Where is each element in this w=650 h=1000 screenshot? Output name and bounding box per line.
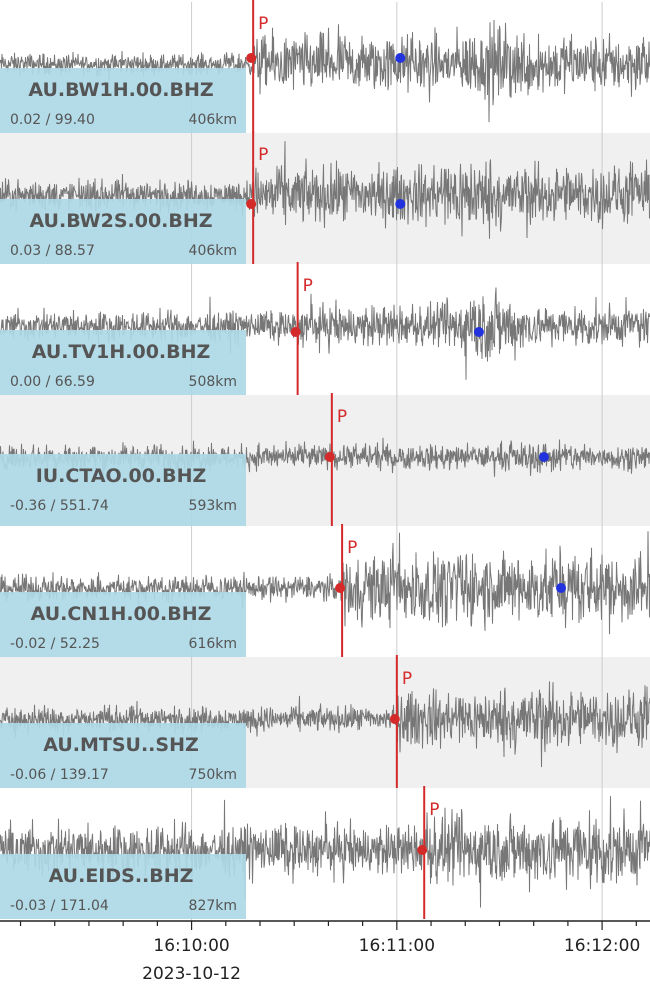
p-pick-dot (417, 845, 428, 855)
amplitude-range: 0.00 / 66.59 (10, 374, 95, 390)
waveform-trace (0, 681, 650, 768)
p-pick-label: P (303, 276, 313, 296)
amplitude-range: 0.03 / 88.57 (10, 243, 95, 259)
x-tick-label: 16:10:00 (153, 936, 229, 956)
p-pick-dot (246, 199, 257, 209)
secondary-marker-dot (395, 199, 406, 209)
station-label-box (0, 454, 246, 526)
station-name: AU.EIDS..BHZ (49, 865, 194, 887)
station-name: AU.MTSU..SHZ (43, 734, 199, 756)
p-pick-label: P (258, 145, 268, 165)
waveform-trace (0, 531, 650, 635)
p-pick-label: P (337, 407, 347, 427)
time-axis: 16:10:00 16:11:00 16:12:00 2023-10-12 (0, 920, 650, 984)
station-distance: 593km (189, 498, 237, 514)
amplitude-range: -0.02 / 52.25 (10, 636, 100, 652)
p-pick-dot (389, 714, 400, 724)
station-name: IU.CTAO.00.BHZ (36, 465, 207, 487)
station-distance: 406km (189, 112, 237, 128)
secondary-marker-dot (395, 53, 406, 63)
date-label: 2023-10-12 (142, 964, 241, 984)
p-pick-dot (290, 327, 301, 337)
station-label-box (0, 592, 246, 657)
phase-picks: P P P P P P P (246, 0, 567, 919)
p-pick-label: P (347, 538, 357, 558)
station-distance: 616km (189, 636, 237, 652)
p-pick-label: P (429, 800, 439, 820)
p-pick-dot (335, 583, 346, 593)
waveform-trace (0, 19, 650, 123)
x-tick-label: 16:11:00 (359, 936, 435, 956)
station-name: AU.CN1H.00.BHZ (31, 603, 212, 625)
station-name: AU.TV1H.00.BHZ (32, 341, 211, 363)
amplitude-range: -0.06 / 139.17 (10, 767, 109, 783)
p-pick-label: P (258, 14, 268, 34)
station-distance: 827km (189, 898, 237, 914)
station-label-box (0, 330, 246, 395)
station-label-box (0, 68, 246, 133)
station-labels: AU.BW1H.00.BHZ 0.02 / 99.40 406km AU.BW2S.0… (0, 68, 246, 919)
station-label-box (0, 854, 246, 919)
secondary-marker-dot (556, 583, 567, 593)
station-name: AU.BW2S.00.BHZ (29, 210, 212, 232)
x-tick-label: 16:12:00 (564, 936, 640, 956)
amplitude-range: -0.03 / 171.04 (10, 898, 109, 914)
station-label-box (0, 723, 246, 788)
station-label-box (0, 199, 246, 264)
station-distance: 406km (189, 243, 237, 259)
p-pick-label: P (402, 669, 412, 689)
secondary-marker-dot (473, 327, 484, 337)
station-name: AU.BW1H.00.BHZ (28, 79, 213, 101)
station-distance: 750km (189, 767, 237, 783)
amplitude-range: -0.36 / 551.74 (10, 498, 109, 514)
secondary-marker-dot (538, 452, 549, 462)
amplitude-range: 0.02 / 99.40 (10, 112, 95, 128)
p-pick-dot (246, 53, 257, 63)
station-distance: 508km (189, 374, 237, 390)
p-pick-dot (324, 452, 335, 462)
